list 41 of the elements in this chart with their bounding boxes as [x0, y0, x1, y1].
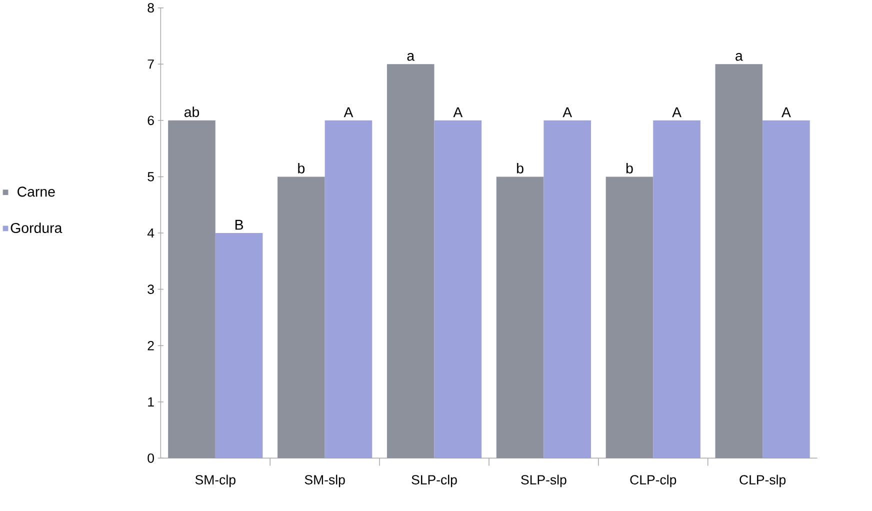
data-label: A [672, 107, 682, 117]
y-tick-label: 8 [148, 3, 154, 12]
legend-label: Gordura [10, 222, 62, 233]
bar [324, 120, 372, 458]
y-tick-label: 5 [148, 172, 154, 182]
y-tick-label: 7 [148, 59, 154, 69]
data-label: a [407, 52, 415, 61]
x-tick-label: SM-clp [195, 474, 236, 488]
bar [168, 120, 216, 458]
x-tick-label: SLP-clp [412, 474, 457, 488]
data-label: A [453, 107, 463, 117]
bar [496, 176, 544, 458]
x-tick-label: CLP-clp [630, 474, 676, 488]
data-label: A [782, 107, 791, 117]
bar [278, 176, 325, 458]
legend-label: Carne [18, 186, 55, 197]
y-tick-label: 6 [148, 116, 154, 126]
bar [762, 120, 810, 458]
y-tick-label: 1 [148, 397, 154, 406]
bar [606, 176, 654, 458]
x-tick-label: SLP-slp [521, 474, 566, 488]
data-label: A [344, 107, 354, 117]
y-tick-label: 4 [147, 228, 154, 238]
data-label: b [298, 162, 305, 174]
data-label: ab [184, 106, 200, 117]
data-label: B [235, 220, 244, 230]
data-label: a [736, 52, 743, 61]
bar [386, 64, 434, 458]
bar [434, 120, 482, 458]
data-label: b [626, 162, 633, 174]
bar [715, 64, 763, 458]
y-tick-label: 2 [148, 340, 154, 350]
data-label: b [517, 162, 524, 174]
y-tick-label: 0 [148, 453, 154, 463]
bar [544, 120, 591, 458]
bar [653, 120, 700, 458]
y-tick-label: 3 [148, 284, 154, 294]
x-tick-label: CLP-slp [740, 474, 786, 488]
data-label: A [562, 107, 572, 117]
bar [215, 232, 263, 458]
x-tick-label: SM-slp [304, 474, 345, 488]
